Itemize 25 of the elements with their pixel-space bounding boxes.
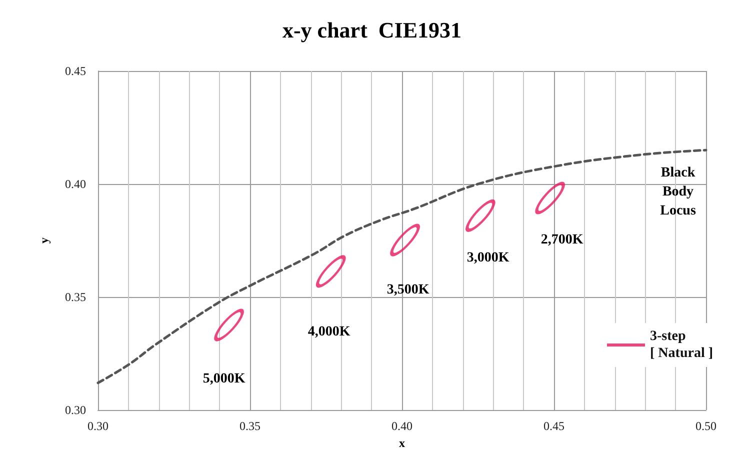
- annotation: 5,000K: [202, 372, 246, 386]
- line-series: [96, 148, 708, 384]
- x-tick-label: 0.35: [240, 419, 260, 433]
- x-tick-label: 0.40: [392, 419, 412, 433]
- point: [390, 224, 420, 256]
- annotation: 3,500K: [386, 282, 430, 298]
- y-axis-title: y: [37, 238, 51, 244]
- x-tick-label: 0.50: [696, 419, 716, 433]
- point: [535, 182, 565, 214]
- annotation: 3,000K: [466, 250, 510, 266]
- point: [316, 255, 346, 288]
- y-tick-label: 0.30: [65, 403, 86, 417]
- x-tick-label: 0.30: [88, 419, 108, 433]
- x-axis-title: x: [399, 436, 405, 450]
- point: [466, 200, 496, 232]
- x-tick-label: 0.45: [544, 419, 564, 433]
- y-tick-label: 0.35: [65, 290, 86, 304]
- legend-label: 3-step [ Natural ]: [650, 329, 714, 361]
- annotation: 4,000K: [308, 324, 350, 340]
- annotation: 2,700K: [540, 232, 584, 248]
- y-tick-label: 0.40: [65, 177, 86, 191]
- point: [214, 308, 244, 342]
- y-tick-label: 0.45: [65, 64, 86, 78]
- chart-title: x-y chart CIE1931: [282, 18, 462, 42]
- annotation: Black Body Locus: [660, 166, 696, 218]
